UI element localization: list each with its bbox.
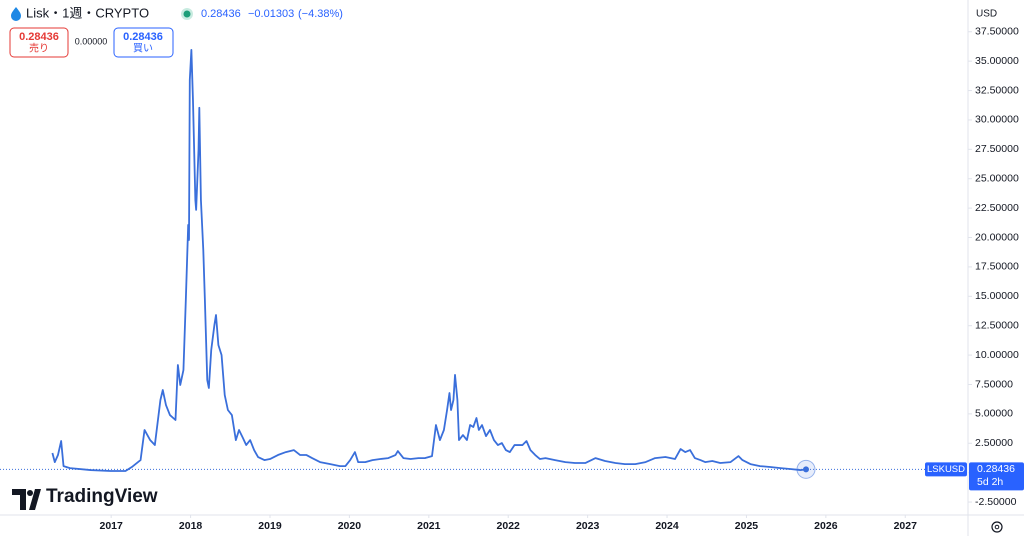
y-tick-label: 15.00000 — [975, 290, 1019, 302]
y-tick-label: 27.50000 — [975, 143, 1019, 155]
y-tick-label: 37.50000 — [975, 26, 1019, 38]
y-tick-label: 25.00000 — [975, 173, 1019, 185]
settings-icon[interactable] — [991, 521, 1003, 533]
currency[interactable]: USD — [976, 9, 997, 20]
symbol-icon — [11, 7, 21, 21]
buy-button[interactable] — [113, 27, 174, 58]
sell-button[interactable] — [9, 27, 69, 58]
sell-label: 売り — [29, 42, 49, 55]
countdown: 5d 2h — [977, 476, 1003, 488]
y-tick-label: -2.50000 — [975, 496, 1017, 508]
x-tick-label: 2023 — [576, 520, 600, 532]
x-tick-label: 2018 — [179, 520, 203, 532]
price-change-percent: (−4.38%) — [298, 8, 343, 20]
status-dot — [183, 10, 191, 18]
y-tick-label: 17.50000 — [975, 261, 1019, 273]
price-change: −0.01303 — [248, 8, 294, 20]
chart-title[interactable]: Lisk・1週・CRYPTO — [26, 5, 149, 20]
x-tick-label: 2025 — [735, 520, 759, 532]
y-tick-label: 12.50000 — [975, 319, 1019, 331]
logo-icon — [12, 489, 41, 510]
y-tick-label: 10.00000 — [975, 349, 1019, 361]
last-point — [803, 466, 810, 473]
bid-price: 0.28436 — [19, 31, 59, 43]
price-label-box — [969, 462, 1024, 491]
y-tick-label: 32.50000 — [975, 84, 1019, 96]
y-tick-label: 30.00000 — [975, 114, 1019, 126]
y-tick-label: 20.00000 — [975, 231, 1019, 243]
y-tick-label: 7.50000 — [975, 378, 1013, 390]
x-tick-label: 2024 — [655, 520, 679, 532]
ask-price: 0.28436 — [123, 31, 163, 43]
symbol-label: LSKUSD — [927, 464, 965, 475]
y-tick-label: 2.50000 — [975, 437, 1013, 449]
price-line — [51, 48, 807, 472]
x-tick-label: 2022 — [497, 520, 521, 532]
x-tick-label: 2027 — [894, 520, 918, 532]
x-tick-label: 2026 — [814, 520, 838, 532]
logo-text[interactable]: TradingView — [46, 486, 158, 507]
buy-label: 買い — [133, 43, 153, 55]
symbol-label-box — [925, 462, 967, 477]
y-tick-label: 5.00000 — [975, 408, 1013, 420]
spread: 0.00000 — [75, 36, 108, 46]
price-label: 0.28436 — [977, 463, 1015, 475]
plot-area — [0, 48, 968, 479]
x-tick-label: 2019 — [258, 520, 282, 532]
x-tick-label: 2017 — [99, 520, 123, 532]
settings-icon-center — [994, 524, 1000, 530]
y-tick-label: 22.50000 — [975, 202, 1019, 214]
x-tick-label: 2020 — [338, 520, 362, 532]
last-price: 0.28436 — [201, 8, 241, 20]
y-tick-label: 35.00000 — [975, 55, 1019, 67]
x-tick-label: 2021 — [417, 520, 441, 532]
